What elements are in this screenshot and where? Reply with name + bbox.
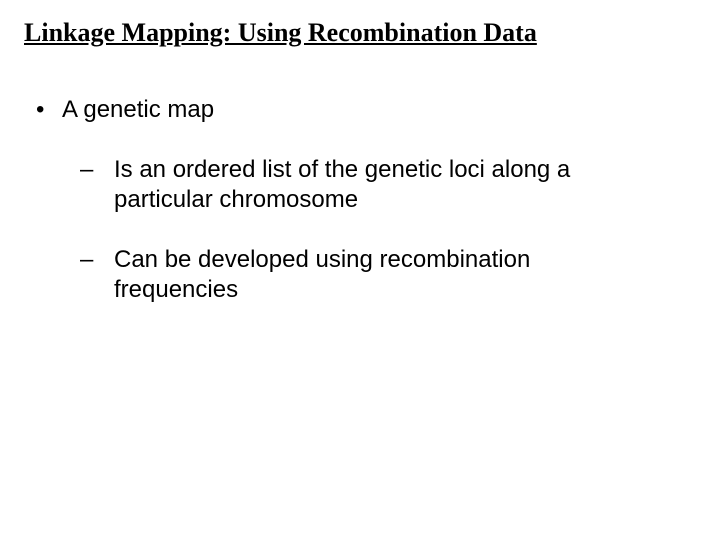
bullet-text: A genetic map [62,96,214,125]
bullet-text: Can be developed using recombination fre… [114,245,656,305]
slide-title: Linkage Mapping: Using Recombination Dat… [24,18,696,48]
bullet-text: Is an ordered list of the genetic loci a… [114,155,656,215]
bullet-marker-dash: – [80,245,114,305]
bullet-level-1-item: • A genetic map [36,96,696,125]
bullet-marker-dash: – [80,155,114,215]
bullet-level-2-item: – Can be developed using recombination f… [80,245,656,305]
bullet-level-2-item: – Is an ordered list of the genetic loci… [80,155,656,215]
bullet-marker-dot: • [36,96,62,125]
